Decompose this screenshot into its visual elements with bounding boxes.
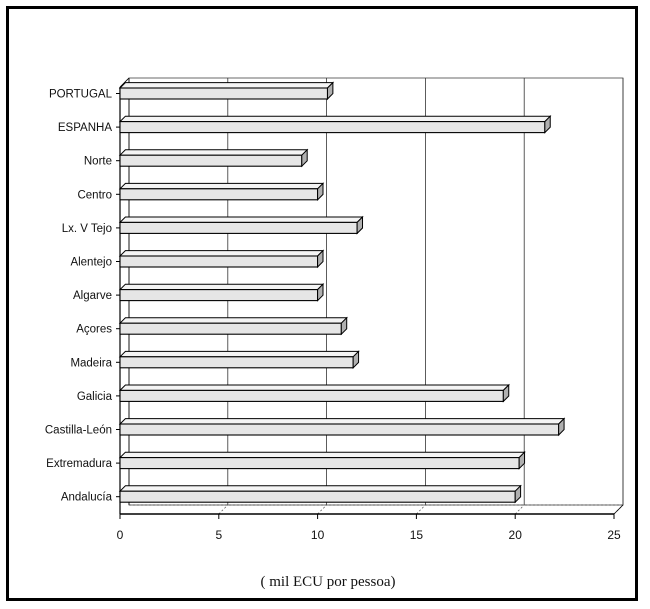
bar-front-face [119,356,354,369]
bar [118,350,360,370]
bar-front-face [119,154,303,167]
bar [118,383,510,403]
bar-side-face [544,114,551,134]
bar [118,182,325,202]
bar-side-face [356,215,364,235]
bar-front-face [119,490,516,503]
bar [118,282,325,302]
y-axis-top-edge [119,77,130,88]
category-label: Castilla-León [45,425,112,437]
x-tick-label: 15 [410,528,424,542]
bar-front-face [119,188,319,201]
bar-side-face [317,182,324,202]
bar-top-face [118,82,335,89]
floor-right-edge [613,504,624,515]
floor-gridline [218,504,229,515]
bar-side-face [317,249,324,269]
category-labels: PORTUGAL ESPANHA Norte Centro Lx. V Tejo Alen… [45,89,113,504]
category-label: ESPANHA [58,122,112,134]
category-label: Galicia [77,391,113,403]
bar-top-face [118,384,510,391]
bar-side-face [518,450,526,470]
bar-top-face [118,250,325,257]
bar [118,484,522,504]
category-label: Andalucía [61,492,113,504]
bar [118,417,566,437]
bar-side-face [301,148,308,168]
bar-top-face [118,350,360,358]
x-axis-label: ( mil ECU por pessoa) [261,574,396,590]
bar [118,249,325,269]
bar [118,148,309,168]
bar-front-face [119,457,520,470]
bar [118,316,348,336]
bar-front-face [119,255,319,268]
bar-front-face [119,121,546,134]
bar-top-face [118,115,552,123]
bar-side-face [317,282,324,302]
bar [118,450,526,470]
x-tick-labels: 0 5 10 15 20 25 [117,528,621,542]
bar-front-face [119,87,329,100]
bar-top-face [118,418,566,425]
bar-front-face [119,289,319,302]
bar-top-face [118,182,325,190]
category-label: Açores [76,324,112,336]
x-tick-label: 5 [215,528,222,542]
category-label: Lx. V Tejo [62,223,112,235]
category-label: Extremadura [46,458,112,470]
bar-top-face [118,451,526,459]
bar [118,81,335,101]
bar-top-face [118,149,309,156]
x-tick-label: 25 [607,528,621,542]
x-tick-label: 10 [311,528,325,542]
bar-side-face [558,417,565,437]
category-label: Algarve [73,290,112,302]
floor-gridline [317,504,327,515]
bar-side-face [514,484,522,504]
category-label: Centro [77,189,112,201]
bar [118,215,364,235]
bar [118,114,552,134]
bar-top-face [118,283,325,291]
bars [118,81,566,504]
bar-side-face [340,316,348,336]
bar-front-face [119,322,342,335]
bar-side-face [502,383,510,403]
bar-front-face [119,389,504,402]
category-label: PORTUGAL [49,89,113,101]
bar-top-face [118,485,522,492]
floor-gridline [514,504,525,515]
bar-top-face [118,216,364,223]
x-tick-label: 20 [509,528,523,542]
bar-front-face [119,423,560,436]
x-tick-label: 0 [117,528,124,542]
category-label: Norte [84,156,112,168]
category-label: Alentejo [70,257,112,269]
category-label: Madeira [70,357,112,369]
bar-top-face [118,317,348,324]
bar-front-face [119,221,358,234]
floor-gridline [416,504,426,515]
bar-side-face [326,81,334,101]
bar-side-face [352,350,360,370]
